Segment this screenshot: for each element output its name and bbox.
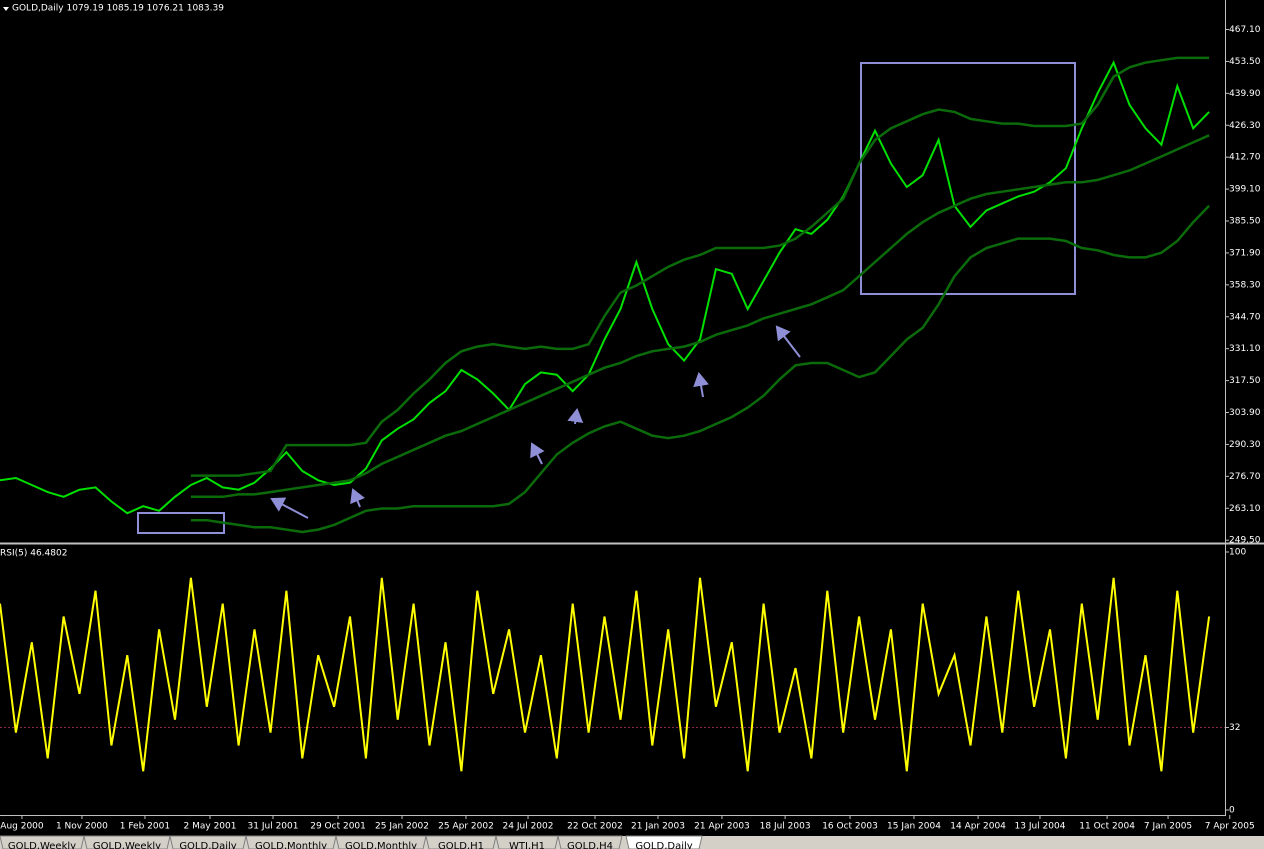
- series-line: [190, 204, 1210, 534]
- y-tick-label: 303.90: [1229, 408, 1261, 418]
- x-tick-label: 14 Apr 2004: [950, 822, 1006, 832]
- x-tick-label: 1 Nov 2000: [56, 822, 108, 832]
- series-line: [190, 56, 1210, 477]
- y-tick-label: 331.10: [1229, 344, 1261, 354]
- x-tick-label: 25 Jan 2002: [375, 822, 429, 832]
- tab[interactable]: GOLD,Daily: [625, 835, 703, 849]
- tab[interactable]: GOLD,Daily: [169, 835, 247, 849]
- chart-title: GOLD,Daily 1079.19 1085.19 1076.21 1083.…: [12, 4, 224, 14]
- tab-label: GOLD,Daily: [635, 841, 692, 849]
- x-tick-label: 2 May 2001: [184, 822, 237, 832]
- y-tick-label: 385.50: [1229, 217, 1261, 227]
- y-tick-label: 263.10: [1229, 504, 1261, 514]
- y-tick-label: 249.50: [1229, 536, 1261, 546]
- x-tick-label: 16 Oct 2003: [822, 822, 878, 832]
- menu-icon[interactable]: [3, 7, 9, 11]
- tab-label: GOLD,Weekly: [8, 841, 76, 849]
- arrow: [775, 325, 801, 358]
- tab-label: GOLD,Monthly: [345, 841, 417, 849]
- x-tick-label: 21 Jan 2003: [631, 822, 685, 832]
- y-tick-label: 399.10: [1229, 185, 1261, 195]
- y-tick-label: 0: [1229, 806, 1235, 816]
- tab[interactable]: GOLD,Monthly: [335, 835, 427, 849]
- tab-shape: [625, 835, 703, 849]
- y-tick-label: 358.30: [1229, 280, 1261, 290]
- y-tick-label: 317.50: [1229, 376, 1261, 386]
- x-tick-label: 29 Oct 2001: [310, 822, 366, 832]
- x-tick-label: 24 Jul 2002: [503, 822, 554, 832]
- tab[interactable]: GOLD,H4: [557, 835, 623, 849]
- series-line: [0, 60, 1210, 515]
- tab-shape: [557, 835, 623, 849]
- tab-shape: [0, 835, 85, 849]
- x-tick-label: Aug 2000: [0, 822, 44, 832]
- x-tick-label: 15 Jan 2004: [887, 822, 941, 832]
- arrow: [270, 497, 309, 519]
- annotations: [137, 62, 1076, 534]
- x-tick-label: 21 Apr 2003: [694, 822, 750, 832]
- tab-shape: [335, 835, 427, 849]
- tab[interactable]: GOLD,Weekly: [83, 835, 171, 849]
- highlight-box: [860, 62, 1076, 295]
- tab-label: GOLD,Daily: [179, 841, 236, 849]
- x-tick-label: 11 Oct 2004: [1079, 822, 1135, 832]
- tab-label: WTI,H1: [509, 841, 545, 849]
- y-tick-label: 276.70: [1229, 472, 1261, 482]
- tab-shape: [425, 835, 497, 849]
- x-tick-label: 22 Oct 2002: [567, 822, 623, 832]
- x-tick-label: 31 Jul 2001: [248, 822, 299, 832]
- y-tick-label: 467.10: [1229, 25, 1261, 35]
- tab-shape: [83, 835, 171, 849]
- x-tick-label: 18 Jul 2003: [760, 822, 811, 832]
- indicator-title: RSI(5) 46.4802: [0, 549, 67, 559]
- x-tick-label: 13 Jul 2004: [1015, 822, 1066, 832]
- tab-label: GOLD,H1: [438, 841, 484, 849]
- series-line: [190, 134, 1210, 499]
- y-tick-label: 453.50: [1229, 57, 1261, 67]
- tab-label: GOLD,H4: [567, 841, 613, 849]
- arrow: [530, 442, 545, 465]
- tab-shape: [245, 835, 337, 849]
- x-tick-label: 25 Apr 2002: [438, 822, 494, 832]
- y-tick-label: 371.90: [1229, 248, 1261, 258]
- tab[interactable]: WTI,H1: [495, 835, 559, 849]
- y-tick-label: 412.70: [1229, 153, 1261, 163]
- arrow: [350, 488, 365, 508]
- y-tick-label: 290.30: [1229, 440, 1261, 450]
- tab-label: GOLD,Monthly: [255, 841, 327, 849]
- tab-shape: [495, 835, 559, 849]
- tab[interactable]: GOLD,H1: [425, 835, 497, 849]
- y-tick-label: 426.30: [1229, 121, 1261, 131]
- y-tick-label: 344.70: [1229, 312, 1261, 322]
- arrow: [693, 372, 709, 398]
- x-tick-label: 7 Jan 2005: [1144, 822, 1192, 832]
- tab-label: GOLD,Weekly: [93, 841, 161, 849]
- y-tick-label: 32: [1229, 723, 1240, 733]
- arrow: [567, 408, 584, 425]
- tab[interactable]: GOLD,Monthly: [245, 835, 337, 849]
- tab-shape: [169, 835, 247, 849]
- y-tick-label: 100: [1229, 548, 1246, 558]
- x-tick-label: 1 Feb 2001: [120, 822, 170, 832]
- x-tick-label: 7 Apr 2005: [1205, 822, 1255, 832]
- y-tick-label: 439.90: [1229, 89, 1261, 99]
- series-line: [0, 577, 1211, 772]
- tab[interactable]: GOLD,Weekly: [0, 835, 85, 849]
